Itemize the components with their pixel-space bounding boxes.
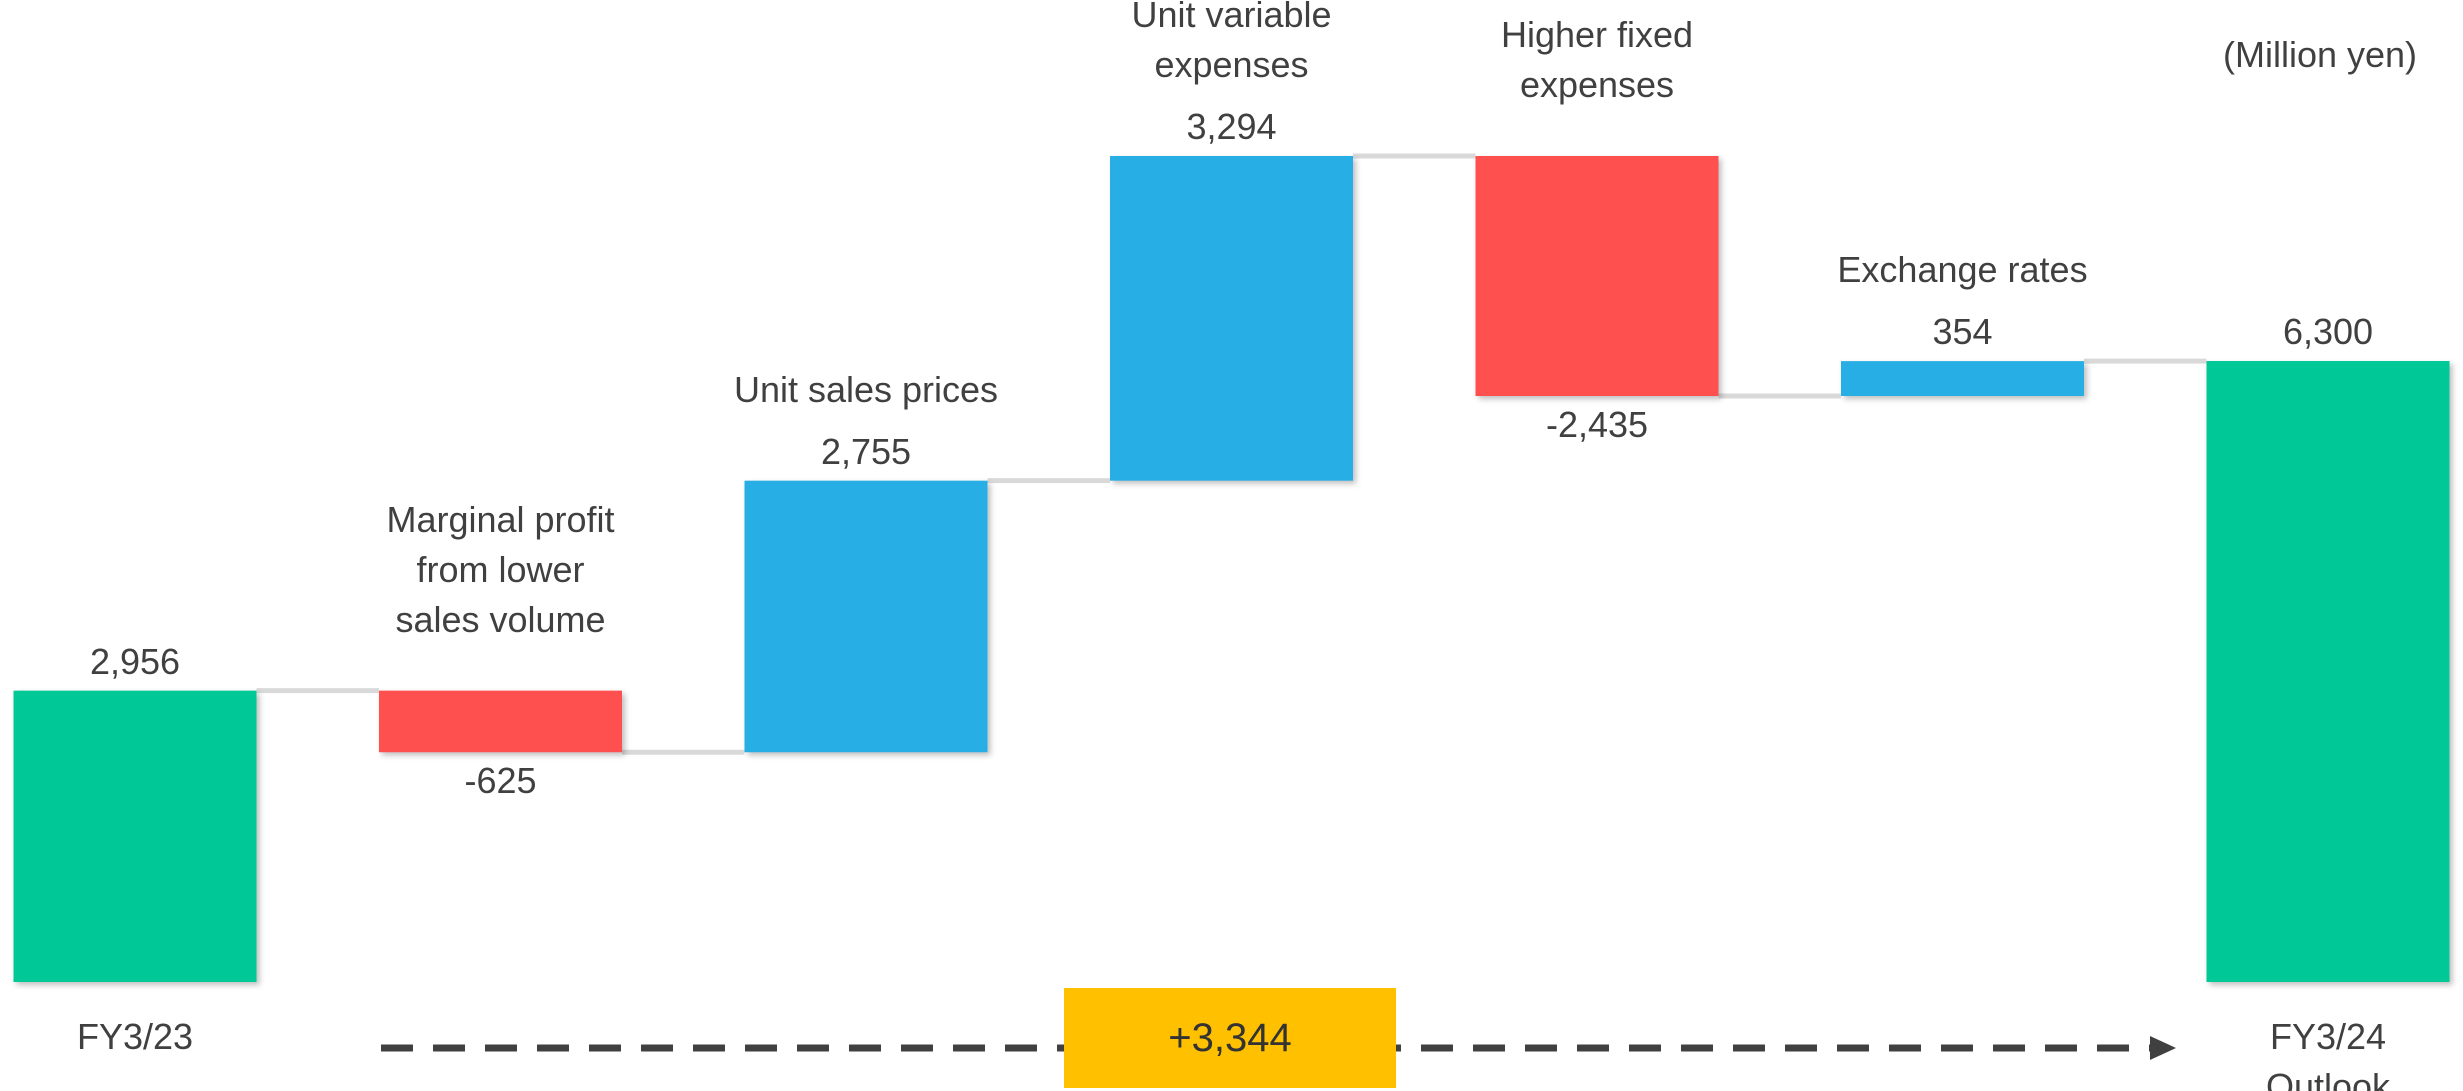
value-label: 3,294 <box>1186 106 1277 147</box>
bar <box>13 690 257 982</box>
arrow-head <box>2150 1036 2176 1060</box>
bar <box>2206 361 2450 982</box>
category-label: FY3/24 Outlook <box>2265 1016 2391 1091</box>
change-annotation: +3,344 <box>1064 988 1396 1088</box>
unit-label: (Million yen) <box>2222 34 2418 75</box>
category-label: Higher fixed expenses <box>1500 14 1694 105</box>
bar <box>744 480 988 753</box>
category-label: Unit variable expenses <box>1131 0 1332 85</box>
category-label: Unit sales prices <box>733 368 999 410</box>
value-label: 2,956 <box>89 640 181 682</box>
value-label: 354 <box>1932 311 1993 353</box>
category-label: FY3/23 <box>76 1016 194 1057</box>
bar <box>1110 156 1353 481</box>
category-label: Exchange rates <box>1837 249 2088 291</box>
value-label: 2,755 <box>820 430 912 472</box>
category-label: Marginal profit from lower sales volume <box>386 498 615 640</box>
value-label: 6,300 <box>2282 311 2374 353</box>
bar <box>1841 361 2084 397</box>
bar <box>379 690 622 753</box>
bar <box>1475 156 1719 397</box>
value-label: -625 <box>464 760 537 802</box>
value-label: -2,435 <box>1545 404 1649 445</box>
